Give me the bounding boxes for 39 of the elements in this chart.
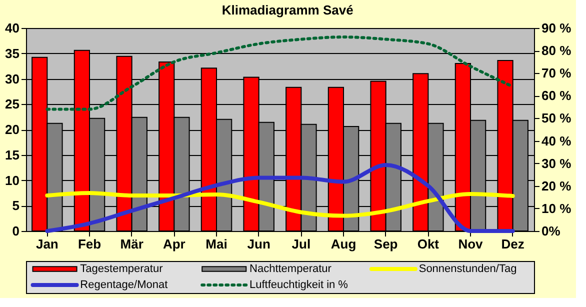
legend-label: Tagestemperatur — [80, 263, 164, 275]
x-tick-label: Okt — [417, 236, 440, 252]
legend-label: Nachttemperatur — [250, 263, 332, 275]
line-series — [45, 190, 515, 218]
x-tick-label: Jun — [247, 236, 270, 252]
y2-tick-label: 0% — [542, 224, 561, 238]
y2-tick-label: 70 % — [542, 66, 572, 81]
x-tick-label: Mär — [120, 236, 144, 252]
x-tick-label: Dez — [501, 236, 525, 252]
legend-label: Regentage/Monat — [80, 279, 168, 291]
y2-tick-label: 50 % — [542, 110, 572, 126]
x-tick-label: Nov — [458, 236, 484, 252]
y-tick-label: 20 — [5, 122, 20, 137]
x-tick-label: Feb — [78, 236, 102, 252]
y2-tick-label: 10 % — [542, 200, 572, 216]
legend-label: Sonnenstunden/Tag — [418, 263, 517, 275]
y2-tick-label: 80 % — [542, 43, 572, 58]
y-tick-label: 25 — [5, 96, 20, 112]
x-tick-label: Mai — [206, 236, 228, 252]
legend-label: Luftfeuchtigkeit in % — [250, 279, 348, 291]
y-tick-label: 40 — [5, 20, 20, 36]
y2-tick-label: 20 % — [542, 178, 572, 194]
x-tick-label: Jan — [36, 236, 58, 252]
line-series — [45, 163, 515, 233]
y2-tick-label: 30 % — [542, 156, 572, 171]
y-tick-label: 5 — [12, 198, 20, 214]
x-tick-label: Aug — [330, 236, 356, 252]
x-tick-label: Sep — [374, 236, 398, 252]
y2-tick-label: 90 % — [542, 20, 572, 36]
x-tick-label: Jul — [292, 236, 311, 252]
x-tick-label: Apr — [162, 236, 186, 252]
y-tick-label: 35 — [5, 46, 20, 61]
chart-title: Klimadiagramm Savé — [222, 2, 354, 18]
y-tick-label: 10 — [5, 172, 20, 188]
y2-tick-label: 40 % — [542, 133, 572, 148]
y-tick-label: 15 — [5, 147, 20, 162]
y-tick-label: 0 — [12, 224, 20, 238]
y-tick-label: 30 — [5, 71, 20, 86]
y2-tick-label: 60 % — [542, 88, 572, 104]
